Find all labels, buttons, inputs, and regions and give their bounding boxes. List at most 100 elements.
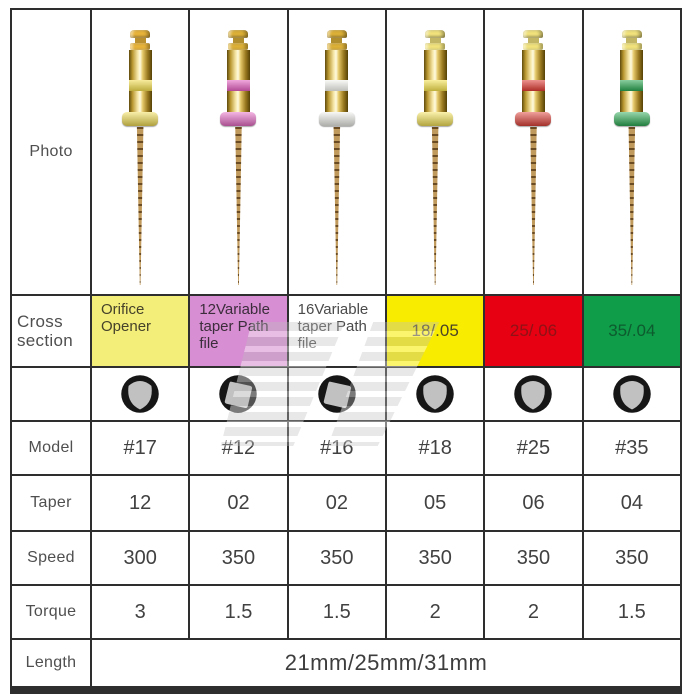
model-value: #25 <box>485 422 582 474</box>
rotary-file-image <box>220 30 257 285</box>
file-color-ring <box>417 112 454 126</box>
cross-section-image-cell <box>288 368 385 420</box>
row-label-speed: Speed <box>12 532 90 584</box>
cross-section-shape <box>620 380 644 410</box>
file-handle-lower <box>325 91 349 112</box>
cross-section-icon <box>219 375 258 413</box>
row-label-length: Length <box>12 640 90 686</box>
cross-section-label: 35/.04 <box>608 321 656 341</box>
file-cap-neck <box>232 38 244 43</box>
rotary-file-image <box>318 30 355 285</box>
file-cap-icon <box>130 30 151 38</box>
speed-value: 350 <box>485 532 582 584</box>
model-value: #18 <box>387 422 484 474</box>
cross-section-label: 18/.05 <box>411 321 459 341</box>
rotary-file-image <box>613 30 650 285</box>
speed-value: 350 <box>387 532 484 584</box>
model-value: #16 <box>288 422 385 474</box>
cross-section-icon <box>121 375 159 413</box>
taper-value: 02 <box>288 476 385 530</box>
file-color-ring <box>318 112 355 126</box>
file-color-band <box>620 80 644 91</box>
model-value: #35 <box>583 422 680 474</box>
torque-value: 2 <box>485 586 582 638</box>
file-handle-upper <box>128 50 152 80</box>
photo-cell <box>583 10 680 294</box>
row-label-model: Model <box>12 422 90 474</box>
file-cap-neck <box>331 38 343 43</box>
photo-cell <box>92 10 189 294</box>
cross-section-image-cell <box>190 368 287 420</box>
cross-section-icon <box>416 375 454 413</box>
row-label-cross-section: Cross section <box>12 296 90 366</box>
file-handle-lower <box>620 91 644 112</box>
cross-section-image-cell <box>387 368 484 420</box>
file-color-band <box>325 80 349 91</box>
cross-section-cell: 25/.06 <box>485 296 582 366</box>
file-handle-upper <box>226 50 250 80</box>
row-label-empty <box>12 368 90 420</box>
photo-cell <box>190 10 287 294</box>
file-cap-neck <box>134 38 146 43</box>
cross-section-cell: 16Variable taper Path file <box>288 296 385 366</box>
photo-cell <box>485 10 582 294</box>
file-shaft <box>628 127 636 285</box>
file-cap-icon <box>228 30 249 38</box>
model-value: #12 <box>190 422 287 474</box>
file-cap-icon <box>425 30 446 38</box>
file-color-band <box>128 80 152 91</box>
row-label-torque: Torque <box>12 586 90 638</box>
row-label-photo: Photo <box>12 10 90 294</box>
taper-value: 05 <box>387 476 484 530</box>
row-label-taper: Taper <box>12 476 90 530</box>
cross-section-cell: 35/.04 <box>583 296 680 366</box>
model-value: #17 <box>92 422 189 474</box>
file-color-ring <box>515 112 552 126</box>
file-cap-neck <box>429 38 441 43</box>
file-cap-flange <box>621 43 642 50</box>
file-handle-lower <box>423 91 447 112</box>
torque-value: 1.5 <box>583 586 680 638</box>
cross-section-cell: 18/.05 <box>387 296 484 366</box>
file-cap-icon <box>523 30 544 38</box>
file-color-band <box>521 80 545 91</box>
cross-section-label: 25/.06 <box>509 321 558 341</box>
file-handle-lower <box>226 91 250 112</box>
file-cap-neck <box>527 38 539 43</box>
taper-value: 06 <box>485 476 582 530</box>
file-shaft <box>431 127 439 285</box>
cross-section-label: Orifice Opener <box>101 301 152 336</box>
taper-value: 12 <box>92 476 189 530</box>
file-color-band <box>423 80 447 91</box>
cross-section-image-cell <box>92 368 189 420</box>
cross-section-cell: 12Variable taper Path file <box>190 296 287 366</box>
cross-section-image-cell <box>485 368 582 420</box>
file-handle-upper <box>423 50 447 80</box>
file-color-band <box>226 80 250 91</box>
rotary-file-image <box>122 30 159 285</box>
file-cap-flange <box>130 43 151 50</box>
file-shaft <box>530 127 537 285</box>
cross-section-label: 12Variable taper Path file <box>199 301 270 353</box>
rotary-file-image <box>417 30 454 285</box>
cross-section-shape <box>423 380 447 410</box>
torque-value: 1.5 <box>288 586 385 638</box>
cross-section-icon <box>613 375 651 413</box>
torque-value: 1.5 <box>190 586 287 638</box>
cross-section-shape <box>323 381 351 409</box>
speed-value: 350 <box>583 532 680 584</box>
cross-section-image-cell <box>583 368 680 420</box>
speed-value: 300 <box>92 532 189 584</box>
speed-value: 350 <box>190 532 287 584</box>
cross-section-icon <box>318 375 356 413</box>
cross-section-shape <box>521 380 546 410</box>
file-shaft <box>333 127 341 285</box>
file-cap-flange <box>326 43 347 50</box>
file-handle-lower <box>128 91 152 112</box>
cross-section-shape <box>128 380 152 410</box>
torque-value: 3 <box>92 586 189 638</box>
file-cap-flange <box>425 43 446 50</box>
photo-cell <box>288 10 385 294</box>
length-value: 21mm/25mm/31mm <box>92 640 680 686</box>
